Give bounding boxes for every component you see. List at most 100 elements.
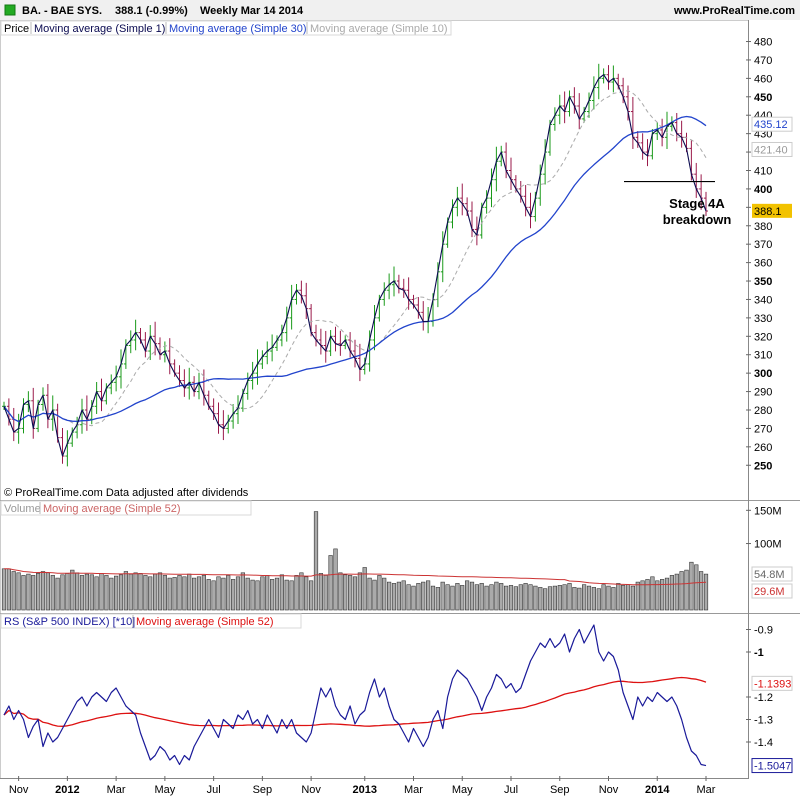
price-y-tick-label: 470	[754, 55, 772, 67]
volume-bar	[386, 581, 392, 611]
legend-ma30[interactable]: Moving average (Simple 30)	[169, 23, 307, 35]
ma10-line	[3, 90, 707, 427]
header-bar	[0, 0, 800, 20]
volume-bar	[21, 575, 26, 611]
volume-bar	[143, 575, 148, 611]
legend-volume-ma52[interactable]: Moving average (Simple 52)	[43, 503, 181, 515]
price-y-tick-label: 370	[754, 239, 772, 251]
volume-bar	[396, 581, 402, 611]
volume-bar	[128, 573, 133, 611]
volume-bar	[625, 584, 631, 611]
volume-bar	[362, 567, 367, 611]
legend-price[interactable]: Price	[4, 23, 29, 35]
ma10-last-tag: 421.40	[754, 144, 788, 156]
volume-bar	[440, 581, 445, 611]
volume-bar	[231, 579, 236, 611]
volume-bar	[425, 580, 431, 611]
volume-bar	[279, 574, 285, 611]
volume-y-tick-label: 100M	[754, 539, 782, 551]
rs-last-tag-box	[751, 758, 793, 774]
volume-bar	[596, 588, 601, 611]
volume-bar	[508, 585, 514, 611]
volume-bar	[435, 587, 441, 611]
price-y-tick-label: 260	[754, 442, 772, 454]
rs-plot	[3, 624, 707, 767]
volume-bar	[172, 577, 177, 611]
x-tick-label: May	[452, 784, 473, 796]
x-tick-label: Sep	[253, 784, 273, 796]
x-tick-label: Nov	[599, 784, 619, 796]
x-tick-label: Jul	[504, 784, 518, 796]
price-legend: Price Moving average (Simple 1) Moving a…	[0, 20, 452, 36]
volume-bar	[31, 575, 36, 611]
volume-bar	[89, 574, 94, 611]
rs-ma52-tag-box	[751, 675, 793, 691]
volume-bar	[6, 568, 11, 611]
volume-bar	[289, 580, 294, 611]
legend-volume[interactable]: Volume	[4, 503, 41, 515]
x-tick-label: Sep	[550, 784, 570, 796]
volume-bar	[659, 579, 665, 611]
ma1-line	[3, 74, 707, 457]
volume-bar	[226, 575, 231, 611]
volume-bar	[84, 573, 89, 611]
annotation-stage: Stage 4A	[669, 196, 725, 211]
volume-bar	[562, 584, 567, 611]
volume-y-tick-label: 150M	[754, 505, 782, 517]
rs-ma52-tag: -1.1393	[754, 678, 791, 690]
price-y-tick-label: 410	[754, 165, 772, 177]
volume-bar	[460, 585, 465, 611]
volume-bar	[157, 572, 163, 611]
volume-bar	[11, 571, 16, 611]
volume-bar	[494, 581, 499, 611]
legend-rs-ma52[interactable]: Moving average (Simple 52)	[136, 616, 274, 628]
legend-ma1[interactable]: Moving average (Simple 1)	[34, 23, 165, 35]
volume-ma52-tag-box	[751, 583, 793, 599]
price-y-tick-label: 380	[754, 221, 772, 233]
volume-bar	[391, 583, 397, 611]
volume-bar	[567, 583, 572, 611]
volume-bar	[343, 574, 348, 611]
volume-bar	[182, 576, 187, 611]
volume-bar	[430, 585, 436, 611]
volume-bar	[630, 585, 635, 611]
volume-bar	[114, 575, 119, 611]
price-y-tick-label: 250	[754, 460, 772, 472]
ma30-last-tag-box	[751, 116, 793, 132]
volume-bar	[674, 573, 679, 611]
price-y-tick-label: 330	[754, 313, 772, 325]
symbol-title: BA. - BAE SYS.	[22, 5, 102, 17]
volume-bar	[669, 575, 674, 611]
volume-bar	[367, 577, 372, 611]
volume-bar	[269, 579, 275, 611]
legend-rs[interactable]: RS (S&P 500 INDEX) [*10]	[4, 616, 135, 628]
price-y-tick-label: 270	[754, 423, 772, 435]
volume-bar	[616, 583, 621, 611]
volume-bar	[274, 577, 280, 611]
volume-bar	[538, 587, 543, 611]
volume-bar	[60, 574, 65, 611]
volume-bar	[464, 580, 470, 611]
volume-bar	[167, 577, 172, 611]
volume-ma52-line	[4, 568, 707, 586]
volume-bar	[411, 585, 416, 611]
last-price-tag-box	[752, 203, 792, 218]
x-tick-label: Jul	[207, 784, 221, 796]
volume-bar	[547, 586, 553, 611]
volume-bar	[235, 576, 241, 611]
volume-bar	[445, 584, 450, 611]
volume-bar	[318, 573, 324, 611]
volume-bar	[489, 584, 494, 611]
legend-ma10[interactable]: Moving average (Simple 10)	[310, 23, 448, 35]
rs-last-tag: -1.5047	[754, 761, 791, 773]
volume-bar	[606, 585, 611, 611]
volume-bar	[586, 585, 592, 611]
volume-bar	[99, 573, 104, 611]
volume-bar	[294, 575, 299, 611]
volume-bar	[533, 585, 538, 611]
volume-bar	[528, 584, 533, 611]
ma30-line	[3, 115, 707, 423]
ma30-last-tag: 435.12	[754, 119, 788, 131]
